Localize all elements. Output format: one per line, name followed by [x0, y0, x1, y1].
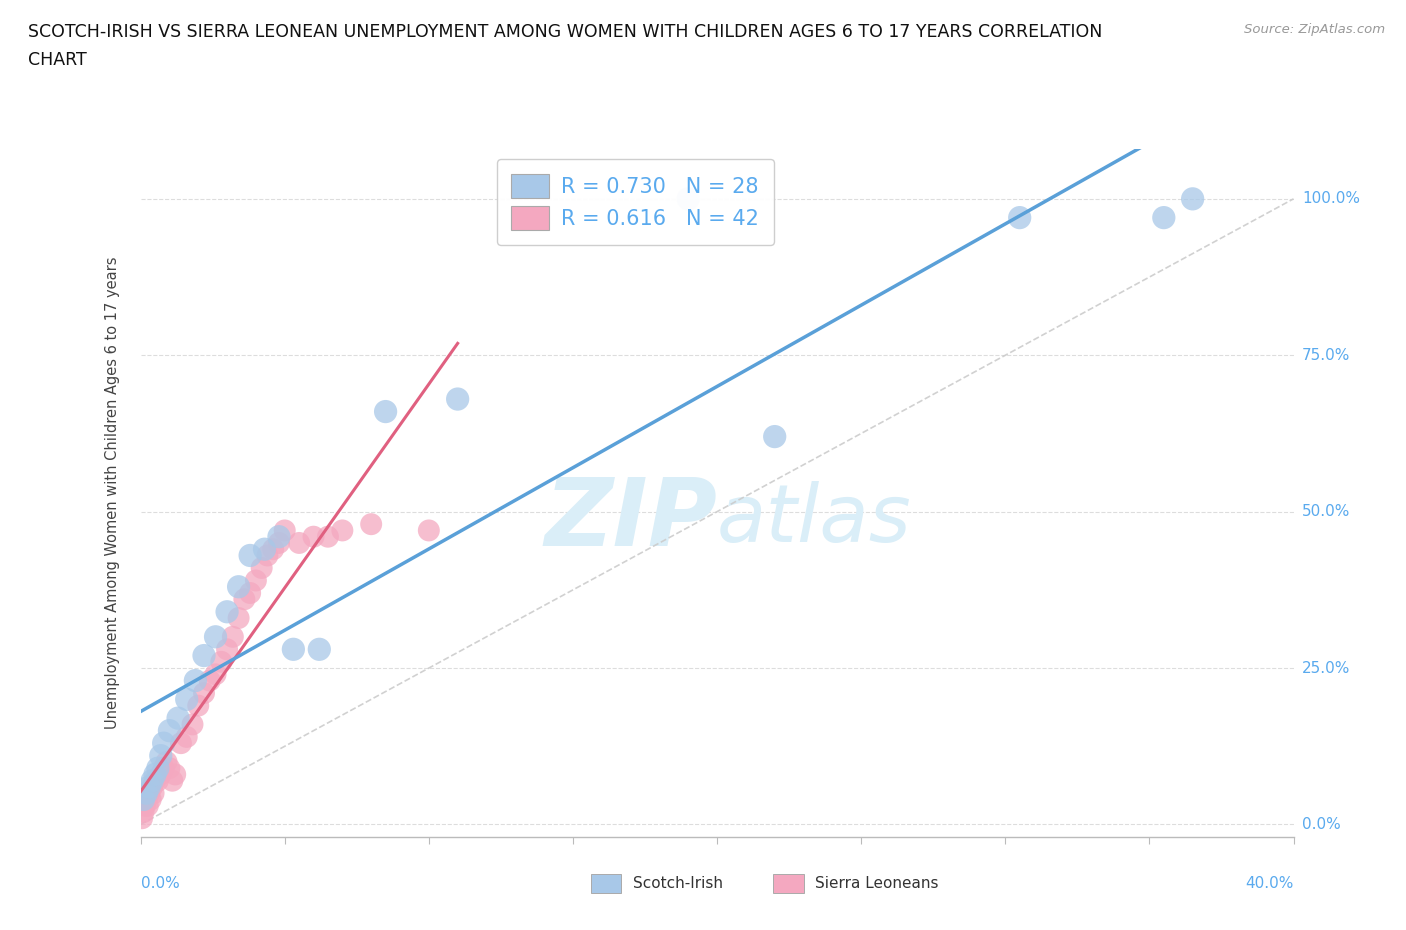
- Point: [146, 761, 169, 776]
- Text: Sierra Leoneans: Sierra Leoneans: [815, 876, 939, 891]
- Point: [159, 724, 180, 738]
- Point: [143, 773, 166, 788]
- Point: [141, 773, 163, 788]
- Y-axis label: Unemployment Among Women with Children Ages 6 to 17 years: Unemployment Among Women with Children A…: [105, 257, 120, 729]
- Text: SCOTCH-IRISH VS SIERRA LEONEAN UNEMPLOYMENT AMONG WOMEN WITH CHILDREN AGES 6 TO : SCOTCH-IRISH VS SIERRA LEONEAN UNEMPLOYM…: [28, 23, 1102, 41]
- Point: [763, 429, 786, 444]
- Point: [134, 798, 156, 813]
- Point: [135, 792, 157, 807]
- Point: [267, 536, 290, 551]
- Point: [288, 536, 311, 551]
- Point: [360, 517, 382, 532]
- Point: [165, 767, 187, 782]
- Point: [239, 548, 262, 563]
- Point: [228, 579, 250, 594]
- Point: [1153, 210, 1175, 225]
- Point: [332, 523, 354, 538]
- Point: [374, 405, 396, 419]
- Point: [274, 523, 297, 538]
- Text: 25.0%: 25.0%: [1302, 660, 1350, 675]
- Point: [678, 192, 700, 206]
- Point: [142, 786, 165, 801]
- FancyBboxPatch shape: [773, 874, 804, 893]
- Point: [262, 542, 284, 557]
- Point: [167, 711, 190, 725]
- Point: [1181, 192, 1204, 206]
- Text: Source: ZipAtlas.com: Source: ZipAtlas.com: [1244, 23, 1385, 36]
- Text: 100.0%: 100.0%: [1302, 192, 1360, 206]
- Point: [138, 779, 160, 794]
- Point: [146, 773, 169, 788]
- Point: [176, 729, 198, 744]
- Point: [149, 767, 172, 782]
- Point: [187, 698, 209, 713]
- Point: [217, 604, 239, 619]
- Text: 0.0%: 0.0%: [141, 876, 180, 891]
- Point: [138, 786, 160, 801]
- Legend: R = 0.730   N = 28, R = 0.616   N = 42: R = 0.730 N = 28, R = 0.616 N = 42: [496, 159, 773, 245]
- Point: [267, 529, 290, 544]
- Text: Scotch-Irish: Scotch-Irish: [633, 876, 723, 891]
- Point: [283, 642, 305, 657]
- Point: [135, 786, 157, 801]
- Point: [155, 754, 177, 769]
- Point: [256, 548, 278, 563]
- Point: [152, 736, 174, 751]
- Point: [141, 779, 163, 794]
- Point: [193, 685, 215, 700]
- Text: 40.0%: 40.0%: [1246, 876, 1294, 891]
- Point: [176, 692, 198, 707]
- Point: [204, 630, 226, 644]
- Point: [181, 717, 204, 732]
- Text: atlas: atlas: [717, 482, 912, 560]
- Text: 50.0%: 50.0%: [1302, 504, 1350, 519]
- Point: [170, 736, 193, 751]
- Text: 75.0%: 75.0%: [1302, 348, 1350, 363]
- Point: [222, 630, 245, 644]
- Point: [233, 591, 256, 606]
- Point: [418, 523, 440, 538]
- Point: [245, 573, 267, 588]
- Point: [1008, 210, 1031, 225]
- Point: [131, 811, 153, 826]
- Point: [217, 642, 239, 657]
- Text: ZIP: ZIP: [544, 474, 717, 566]
- Point: [149, 749, 172, 764]
- Point: [447, 392, 470, 406]
- Point: [136, 798, 159, 813]
- Point: [198, 673, 221, 688]
- Point: [209, 655, 232, 670]
- Point: [143, 767, 166, 782]
- Point: [253, 542, 276, 557]
- Point: [228, 611, 250, 626]
- Text: CHART: CHART: [28, 51, 87, 69]
- Point: [316, 529, 339, 544]
- Point: [250, 561, 273, 576]
- FancyBboxPatch shape: [591, 874, 621, 893]
- Point: [239, 586, 262, 601]
- Point: [159, 761, 180, 776]
- Point: [132, 792, 155, 807]
- Point: [132, 804, 155, 819]
- Point: [193, 648, 215, 663]
- Text: 0.0%: 0.0%: [1302, 817, 1340, 832]
- Point: [308, 642, 330, 657]
- Point: [152, 761, 174, 776]
- Point: [204, 667, 226, 682]
- Point: [162, 773, 184, 788]
- Point: [184, 673, 207, 688]
- Point: [139, 792, 162, 807]
- Point: [302, 529, 325, 544]
